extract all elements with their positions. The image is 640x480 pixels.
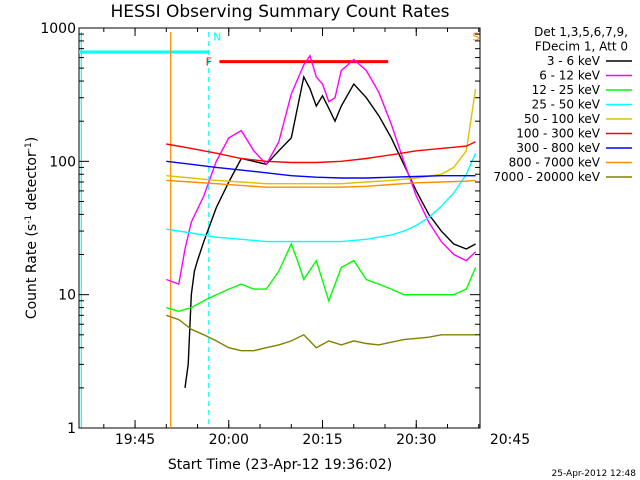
legend-label-6: 300 - 800 keV xyxy=(516,141,600,155)
y-tick-label: 1 xyxy=(67,421,76,437)
legend-label-8: 7000 - 20000 keV xyxy=(493,170,600,184)
x-tick-label: 20:00 xyxy=(209,432,249,448)
x-tick-label: 20:15 xyxy=(302,432,342,448)
footer-date: 25-Apr-2012 12:48 xyxy=(552,469,637,479)
series-line-2 xyxy=(166,242,477,313)
legend-header-0: Det 1,3,5,6,7,9, xyxy=(534,25,628,39)
y-tick-label: 100 xyxy=(49,154,76,170)
series-line-5 xyxy=(166,141,476,164)
x-tick-label: 20:45 xyxy=(490,432,530,448)
legend-label-7: 800 - 7000 keV xyxy=(509,156,601,170)
legend-header-1: FDecim 1, Att 0 xyxy=(535,40,628,54)
x-tick-label: 20:30 xyxy=(396,432,436,448)
legend-label-0: 3 - 6 keV xyxy=(547,54,601,68)
series-line-6 xyxy=(166,160,476,179)
legend-label-4: 50 - 100 keV xyxy=(524,112,601,126)
plot-area: NF S 19:45 20:00 20:15 20:30 20:45 1 10 100 1000 xyxy=(40,21,530,448)
series-line-3 xyxy=(166,152,477,243)
chart-title: HESSI Observing Summary Count Rates xyxy=(110,2,449,22)
plot-frame xyxy=(78,27,481,429)
annotation-N: N xyxy=(213,31,221,44)
series-line-0 xyxy=(184,74,476,388)
x-tick-label: 19:45 xyxy=(115,432,155,448)
x-axis-label: Start Time (23-Apr-12 19:36:02) xyxy=(168,457,392,473)
legend-label-2: 12 - 25 keV xyxy=(532,83,601,97)
annotation-S: S xyxy=(473,31,480,44)
annotation-F: F xyxy=(206,56,212,69)
legend: Det 1,3,5,6,7,9,FDecim 1, Att 03 - 6 keV… xyxy=(493,25,632,184)
legend-label-5: 100 - 300 keV xyxy=(516,127,600,141)
y-tick-label: 1000 xyxy=(40,21,76,37)
legend-label-1: 6 - 12 keV xyxy=(539,69,601,83)
y-axis-label: Count Rate (s-1 detector-1) xyxy=(24,137,40,319)
series-line-7 xyxy=(166,179,476,188)
legend-label-3: 25 - 50 keV xyxy=(532,98,601,112)
series-line-8 xyxy=(166,314,476,352)
series-line-1 xyxy=(166,54,477,286)
series-line-4 xyxy=(166,88,477,185)
y-tick-label: 10 xyxy=(58,288,76,304)
